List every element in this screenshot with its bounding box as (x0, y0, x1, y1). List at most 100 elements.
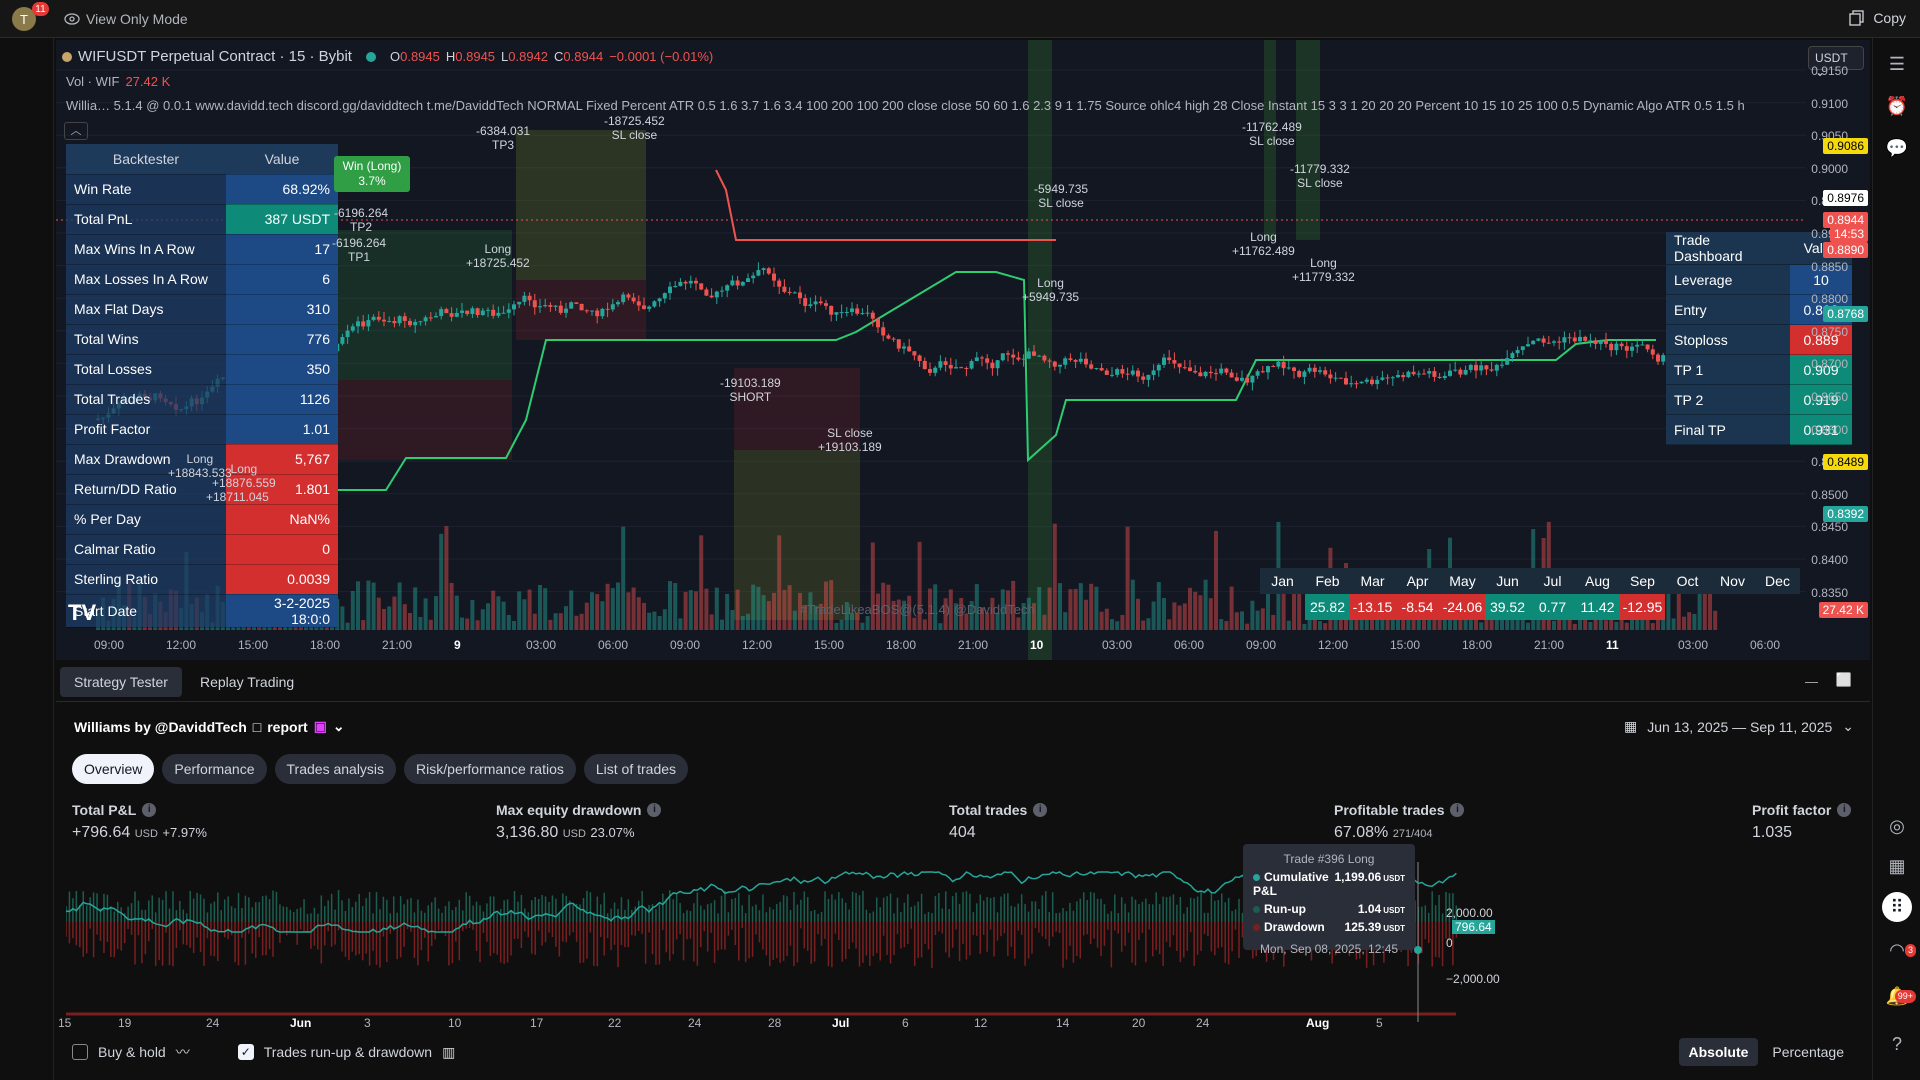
metric-max-drawdown: Max equity drawdown i 3,136.80 USD 23.07% (496, 802, 662, 842)
trade-dashboard-header: Trade Dashboard Value (1666, 232, 1852, 265)
volume-bar (1120, 614, 1125, 630)
volume-bar (1032, 603, 1036, 630)
view-only-mode[interactable]: View Only Mode (64, 11, 188, 27)
candle-body (980, 357, 984, 359)
subtab-trades-analysis[interactable]: Trades analysis (274, 754, 397, 784)
candle-body (657, 298, 662, 302)
backtester-value: NaN% (226, 504, 338, 535)
volume-bar (413, 587, 418, 630)
collapse-legend-button[interactable]: ︿ (64, 122, 88, 140)
help-icon[interactable]: ? (1891, 1033, 1902, 1054)
maximize-icon[interactable]: ⬜ (1835, 672, 1852, 687)
price-axis-label: 0.8400 (1811, 553, 1848, 567)
price-badge: 0.8890 (1823, 242, 1868, 258)
buy-hold-checkbox[interactable] (72, 1044, 88, 1060)
candle-body (1177, 363, 1182, 368)
volume-bar (1146, 618, 1151, 630)
tab-strategy-tester[interactable]: Strategy Tester (60, 667, 182, 697)
candle-body (1572, 337, 1577, 342)
equity-time-label: 20 (1132, 1016, 1146, 1030)
candle-body (756, 270, 761, 276)
runup-checkbox[interactable]: ✓ (237, 1044, 254, 1060)
volume-bar (886, 584, 891, 630)
volume-bar (1198, 595, 1203, 630)
chevron-down-icon: ⌄ (1815, 65, 1826, 79)
info-icon[interactable]: i (1033, 803, 1048, 817)
subtab-overview[interactable]: Overview (72, 754, 155, 784)
candle-body (1614, 343, 1619, 351)
candle-body (1448, 370, 1452, 376)
volume-bar (1203, 579, 1208, 630)
copy-button[interactable]: Copy (1849, 10, 1906, 26)
percentage-toggle[interactable]: Percentage (1772, 1044, 1844, 1060)
equity-axis-label: 796.64 (1452, 920, 1495, 934)
feed-icon[interactable]: ◠ (1889, 939, 1905, 960)
subtab-risk-ratios[interactable]: Risk/performance ratios (404, 754, 576, 784)
candle-body (782, 286, 787, 292)
calendar-icon[interactable]: ▦ (1888, 855, 1906, 876)
currency-selector[interactable]: USDT ⌄ (1808, 46, 1864, 79)
backtester-value: 68.92% (226, 174, 338, 205)
tradingview-logo[interactable]: TV (68, 600, 97, 625)
candle-body (1172, 360, 1177, 364)
candle-body (1266, 366, 1270, 373)
date-range-picker[interactable]: ▦ Jun 13, 2025 — Sep 11, 2025 ⌄ (1624, 718, 1854, 735)
equity-axis-label: 2,000.00 (1446, 906, 1493, 920)
symbol-title[interactable]: WIFUSDT Perpetual Contract · 15 · Bybit (78, 48, 352, 65)
info-icon[interactable]: i (142, 803, 157, 817)
alerts-icon[interactable]: ⏰ (1885, 95, 1909, 116)
candle-body (1193, 370, 1198, 373)
tooltip-value-num: 125.39 (1344, 920, 1382, 934)
ohlc-l: L0.8942 (501, 49, 549, 64)
minimize-icon[interactable]: — (1805, 674, 1818, 689)
info-icon[interactable]: i (1837, 803, 1852, 817)
indicator-legend[interactable]: Willia… 5.1.4 @ 0.0.1 www.davidd.tech di… (66, 98, 1745, 113)
month-return: 11.42 (1575, 594, 1620, 620)
volume-bar (1552, 620, 1556, 630)
info-icon[interactable]: i (1450, 803, 1465, 817)
equity-time-label: 24 (1196, 1016, 1210, 1030)
trade-annotation: Long +11762.489 (1232, 230, 1295, 258)
metric-total-trades: Total trades i 404 (949, 802, 1048, 842)
volume-bar (1172, 602, 1177, 630)
volume-bar (1286, 620, 1291, 630)
volume-bar (548, 619, 553, 630)
price-chart[interactable]: WIFUSDT Perpetual Contract · 15 · Bybit … (56, 40, 1870, 660)
volume-bar (678, 618, 683, 630)
volume-bar (1708, 588, 1712, 630)
tab-replay-trading[interactable]: Replay Trading (200, 674, 295, 690)
candle-body (1380, 377, 1385, 380)
subtab-performance[interactable]: Performance (162, 754, 267, 784)
price-axis-label: 0.9000 (1811, 161, 1848, 176)
backtester-value: 776 (226, 324, 338, 355)
equity-curve-chart[interactable] (66, 862, 1866, 1022)
volume-bar (439, 533, 444, 630)
subtab-list-of-trades[interactable]: List of trades (583, 754, 689, 784)
price-badge: 0.8392 (1823, 506, 1868, 522)
volume-bar (1526, 622, 1530, 630)
candle-body (1390, 377, 1395, 379)
strategy-name[interactable]: Williams by @DaviddTech □ report ▣ ⌄ (74, 718, 345, 735)
candle-body (725, 285, 730, 291)
volume-bar (782, 590, 787, 630)
backtester-row: Total Wins 776 (66, 324, 338, 355)
watchlist-icon[interactable]: ☰ (1888, 53, 1906, 74)
candle-body (1500, 364, 1504, 366)
calendar-icon: ▦ (1624, 718, 1638, 734)
candle-body (886, 335, 891, 339)
candle-body (772, 273, 776, 281)
volume-bar (933, 584, 938, 630)
backtester-metric: Win Rate (66, 174, 226, 205)
backtester-value: 5,767 (226, 444, 338, 475)
absolute-toggle[interactable]: Absolute (1678, 1038, 1759, 1066)
info-icon[interactable]: i (647, 803, 662, 817)
candle-body (387, 320, 392, 322)
candle-body (688, 280, 693, 284)
target-icon[interactable]: ◎ (1889, 815, 1905, 836)
apps-icon[interactable]: ⠿ (1882, 892, 1912, 922)
candle-body (413, 321, 418, 326)
volume-bar (1614, 621, 1619, 630)
chat-icon[interactable]: 💬 (1885, 137, 1909, 158)
candle-body (1255, 371, 1260, 376)
tooltip-unit: USDT (1383, 874, 1405, 883)
